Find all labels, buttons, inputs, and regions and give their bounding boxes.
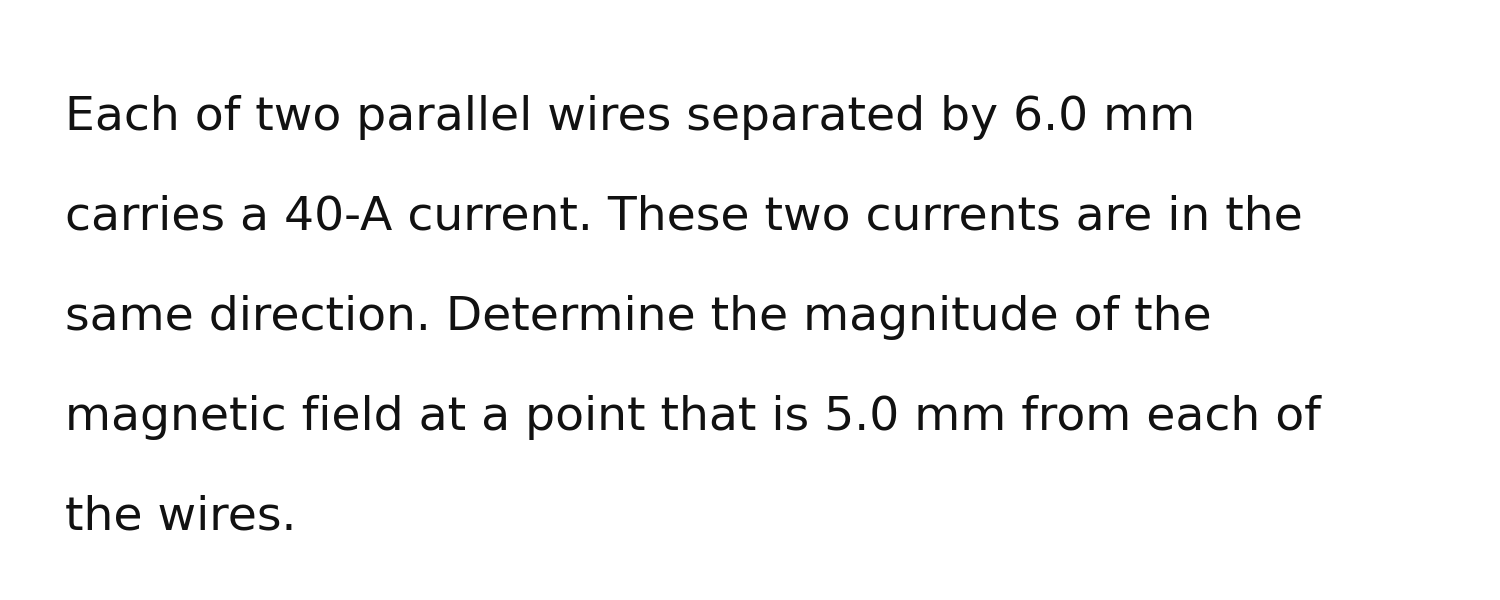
Text: magnetic field at a point that is 5.0 mm from each of: magnetic field at a point that is 5.0 mm… bbox=[64, 395, 1320, 440]
Text: carries a 40-A current. These two currents are in the: carries a 40-A current. These two curren… bbox=[64, 195, 1302, 240]
Text: same direction. Determine the magnitude of the: same direction. Determine the magnitude … bbox=[64, 295, 1212, 340]
Text: Each of two parallel wires separated by 6.0 mm: Each of two parallel wires separated by … bbox=[64, 95, 1196, 140]
Text: the wires.: the wires. bbox=[64, 495, 297, 540]
